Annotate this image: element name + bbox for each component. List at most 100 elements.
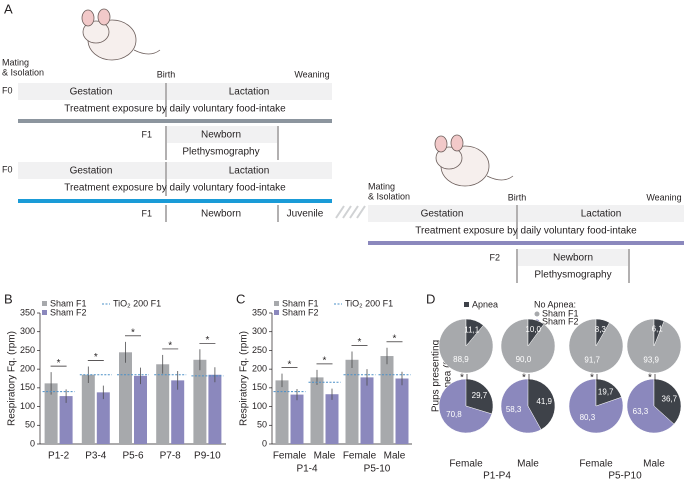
- phase-label: Plethysmography: [182, 147, 259, 158]
- data-label: 90,0: [516, 355, 532, 364]
- phase-label: Newborn: [201, 209, 241, 220]
- pie-slice: [438, 378, 493, 434]
- bar: [275, 380, 289, 444]
- pie-slice: [465, 378, 494, 415]
- significance-label: *: [57, 358, 61, 369]
- data-label: 41,9: [536, 397, 552, 406]
- bar: [134, 375, 147, 444]
- pie-slice: [595, 318, 610, 347]
- pie-slice: [653, 378, 682, 425]
- stage-label: Mating: [368, 181, 395, 191]
- phase-label: Juvenile: [287, 209, 324, 220]
- data-label: 93,9: [643, 356, 659, 365]
- legend-swatch: [274, 301, 279, 306]
- y-tick-label: 150: [20, 382, 35, 392]
- hatch: [335, 205, 366, 219]
- legend-swatch: [464, 302, 469, 307]
- lactation-box: [167, 162, 332, 179]
- bar: [171, 380, 185, 444]
- legend-swatch: [534, 311, 540, 317]
- y-tick-label: 250: [252, 345, 267, 355]
- lactation-box: [518, 205, 684, 222]
- significance-label: *: [648, 373, 652, 384]
- newborn-box: [167, 126, 277, 143]
- significance-label: *: [205, 335, 209, 346]
- y-tick-label: 200: [252, 364, 267, 374]
- gestation-box: [18, 162, 165, 179]
- x-tick-label: P3-4: [85, 451, 107, 462]
- y-axis-title: Respiratory Fq. (rpm): [239, 331, 250, 426]
- significance-label: *: [168, 341, 172, 352]
- pie-slice: [527, 378, 556, 430]
- y-tick-label: 250: [20, 345, 35, 355]
- x-tick-label: P9-10: [194, 451, 221, 462]
- bar: [395, 378, 409, 444]
- y-tick-label: 150: [252, 382, 267, 392]
- panel-a: A Mating & Isolation Birth Weaning F0 Ge…: [2, 1, 684, 283]
- significance-label: *: [460, 373, 464, 384]
- y-axis-title: Respiratory Fq. (rpm): [7, 331, 18, 426]
- y-tick-label: 200: [20, 364, 35, 374]
- data-label: 63,3: [633, 407, 649, 416]
- x-tick-label: Male: [384, 451, 406, 462]
- significance-label: *: [358, 337, 362, 348]
- legend-label: Sham F1: [50, 298, 87, 308]
- y-tick-label: 50: [257, 420, 267, 430]
- legend-label: Sham F1: [542, 308, 579, 318]
- bar: [96, 392, 110, 444]
- group-label: P1-4: [296, 464, 318, 475]
- legend-swatch: [274, 310, 279, 315]
- pie-slice: [500, 378, 542, 434]
- x-tick-label: P7-8: [160, 451, 182, 462]
- treatment-label: Treatment exposure by daily voluntary fo…: [64, 104, 286, 115]
- x-tick-label: Female: [449, 459, 483, 470]
- significance-label: *: [323, 356, 327, 367]
- group-label: P1-P4: [483, 471, 511, 481]
- mouse-icon: [434, 134, 514, 187]
- x-tick-label: Male: [643, 459, 665, 470]
- x-tick-label: Male: [314, 451, 336, 462]
- x-tick-label: Female: [579, 459, 613, 470]
- phase-label: Gestation: [70, 166, 113, 177]
- legend-label: Sham F2: [542, 316, 579, 326]
- bar: [81, 374, 95, 444]
- x-tick-label: Male: [517, 459, 539, 470]
- significance-label: *: [131, 327, 135, 338]
- significance-label: *: [590, 373, 594, 384]
- y-tick-label: 350: [20, 307, 35, 317]
- legend-label: Apnea: [472, 299, 498, 309]
- stage-label: Birth: [508, 192, 527, 202]
- panel-label: B: [4, 291, 13, 306]
- y-tick-label: 100: [20, 401, 35, 411]
- x-tick-label: P1-2: [48, 451, 70, 462]
- panel-label: C: [236, 291, 245, 306]
- pie-slice: [626, 378, 675, 434]
- legend-label: No Apnea:: [534, 299, 576, 309]
- significance-label: *: [288, 359, 292, 370]
- phase-label: Lactation: [581, 209, 622, 220]
- bar: [360, 377, 374, 444]
- treatment-label: Treatment exposure by daily voluntary fo…: [415, 226, 637, 237]
- y-tick-label: 0: [30, 438, 35, 448]
- phase-label: Lactation: [229, 87, 270, 98]
- mouse-icon: [81, 8, 161, 61]
- y-tick-label: 100: [252, 401, 267, 411]
- significance-label: *: [522, 373, 526, 384]
- data-label: 11,1: [464, 325, 480, 334]
- newborn-box: [518, 249, 628, 266]
- data-label: 70,8: [446, 410, 462, 419]
- phase-label: Newborn: [553, 253, 593, 264]
- legend-label: TiO₂ 200 F1: [113, 298, 161, 308]
- stage-label: Weaning: [294, 69, 329, 79]
- data-label: 58,3: [506, 405, 522, 414]
- bar: [290, 394, 304, 444]
- legend-label: TiO₂ 200 F1: [345, 298, 393, 308]
- legend-label: Sham F2: [50, 307, 87, 317]
- generation-label: F0: [2, 85, 13, 95]
- data-label: 10,0: [525, 325, 541, 334]
- data-label: 6,1: [652, 325, 664, 334]
- bar: [119, 352, 132, 444]
- bar: [208, 374, 222, 444]
- bar: [59, 396, 73, 444]
